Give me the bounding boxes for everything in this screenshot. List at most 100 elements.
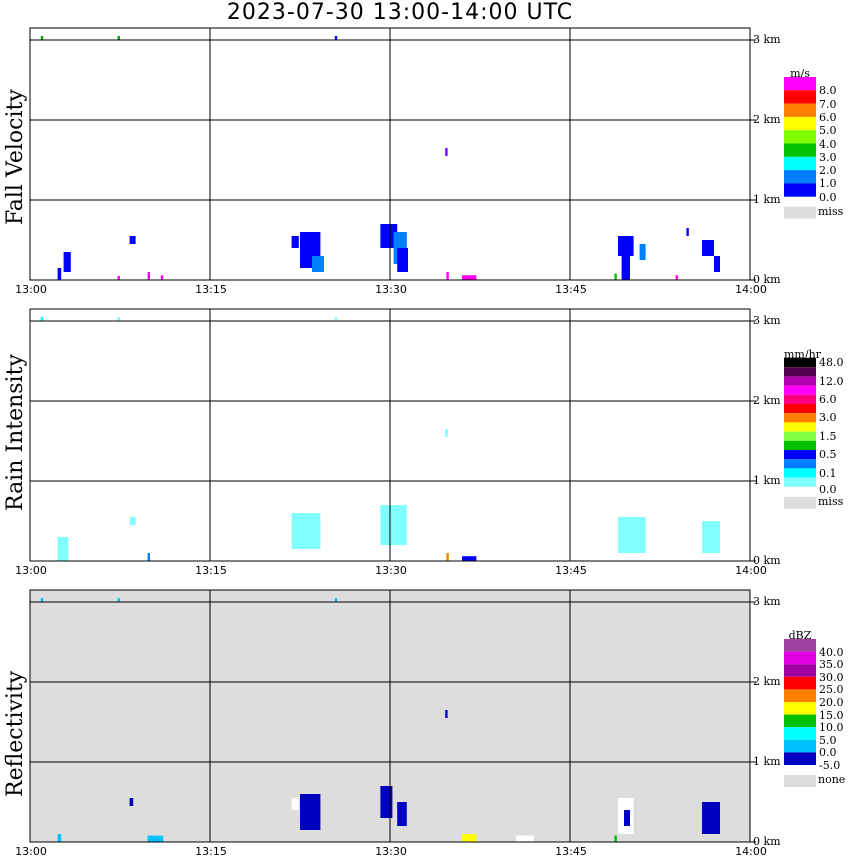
legend-swatch bbox=[784, 450, 816, 460]
legend-label: 7.0 bbox=[819, 97, 837, 111]
data-cell bbox=[714, 256, 720, 272]
data-cell bbox=[117, 276, 120, 280]
data-cell bbox=[380, 786, 393, 818]
legend-label: 5.0 bbox=[819, 124, 837, 138]
x-tick-label: 13:45 bbox=[555, 845, 587, 858]
data-cell bbox=[117, 317, 120, 321]
legend-swatch bbox=[784, 727, 816, 740]
legend-swatch bbox=[784, 358, 816, 368]
legend-swatch bbox=[784, 431, 816, 441]
data-cell bbox=[160, 275, 164, 280]
legend-label: 12.0 bbox=[819, 374, 844, 388]
legend-label: 2.0 bbox=[819, 164, 837, 178]
legend-label: -5.0 bbox=[819, 759, 841, 772]
data-cell bbox=[516, 835, 534, 842]
y-tick-label: 2 km bbox=[753, 675, 781, 688]
legend-swatch bbox=[784, 367, 816, 377]
y-tick-label: 0 km bbox=[753, 554, 781, 567]
legend-swatch bbox=[784, 702, 816, 715]
data-cell bbox=[380, 505, 407, 545]
data-cell bbox=[618, 236, 634, 256]
legend-swatch bbox=[784, 385, 816, 395]
legend-label: 0.1 bbox=[819, 466, 837, 480]
y-tick-label: 1 km bbox=[753, 755, 781, 768]
data-cell bbox=[291, 798, 299, 810]
x-tick-label: 13:45 bbox=[555, 564, 587, 577]
legend-label: 1.0 bbox=[819, 177, 837, 191]
legend-label: 6.0 bbox=[819, 393, 837, 406]
x-tick-label: 13:15 bbox=[195, 283, 227, 296]
legend-swatch bbox=[784, 714, 816, 728]
legend-label: 0.0 bbox=[819, 746, 837, 760]
data-cell bbox=[446, 272, 449, 280]
legend-label: 0.0 bbox=[819, 190, 837, 204]
data-cell bbox=[614, 273, 617, 280]
legend-label: 48.0 bbox=[819, 356, 844, 370]
data-cell bbox=[702, 521, 720, 553]
legend-swatch bbox=[784, 130, 816, 144]
data-cell bbox=[397, 802, 407, 826]
data-cell bbox=[117, 36, 120, 40]
legend-label: 0.0 bbox=[819, 482, 837, 496]
legend-missing-swatch bbox=[784, 496, 816, 509]
y-axis-label: Reflectivity bbox=[3, 670, 28, 797]
legend-label: 6.0 bbox=[819, 110, 837, 124]
data-cell bbox=[291, 236, 299, 248]
legend-missing-swatch bbox=[784, 775, 816, 787]
legend-missing-label: none bbox=[818, 773, 846, 786]
chart-title: 2023-07-30 13:00-14:00 UTC bbox=[226, 0, 574, 25]
data-cell bbox=[147, 272, 150, 280]
legend-label: 15.0 bbox=[819, 708, 844, 722]
data-cell bbox=[618, 517, 646, 553]
data-cell bbox=[462, 275, 477, 280]
data-cell bbox=[57, 268, 62, 280]
data-cell bbox=[63, 252, 71, 272]
legend-unit: mm/hr bbox=[784, 348, 821, 361]
data-cell bbox=[147, 835, 164, 842]
data-cell bbox=[624, 810, 630, 826]
data-cell bbox=[445, 148, 448, 156]
data-cell bbox=[614, 835, 617, 842]
x-tick-label: 13:00 bbox=[15, 845, 47, 858]
legend-label: 25.0 bbox=[819, 683, 844, 697]
legend-swatch bbox=[784, 404, 816, 414]
x-tick-label: 13:30 bbox=[375, 564, 407, 577]
x-tick-label: 13:15 bbox=[195, 845, 227, 858]
legend-label: 3.0 bbox=[819, 411, 837, 425]
legend-swatch bbox=[784, 394, 816, 404]
x-tick-label: 13:30 bbox=[375, 283, 407, 296]
x-tick-label: 13:45 bbox=[555, 283, 587, 296]
legend-swatch bbox=[784, 689, 816, 702]
data-cell bbox=[334, 598, 338, 602]
legend-swatch bbox=[784, 376, 816, 386]
plot-frame bbox=[29, 589, 751, 843]
y-tick-label: 3 km bbox=[753, 314, 781, 327]
data-cell bbox=[40, 598, 44, 602]
legend-swatch bbox=[784, 413, 816, 423]
plot-frame bbox=[29, 27, 751, 281]
legend-label: 3.0 bbox=[819, 150, 837, 164]
legend-label: 20.0 bbox=[819, 696, 844, 709]
legend-swatch bbox=[784, 156, 816, 171]
legend-swatch bbox=[784, 664, 816, 677]
data-cell bbox=[445, 710, 448, 718]
y-axis-label: Rain Intensity bbox=[3, 354, 28, 511]
data-cell bbox=[621, 256, 630, 280]
data-cell bbox=[117, 598, 120, 602]
data-cell bbox=[702, 240, 714, 256]
legend-swatch bbox=[784, 103, 816, 117]
legend-missing-label: miss bbox=[818, 494, 844, 508]
legend-label: 30.0 bbox=[819, 670, 844, 684]
legend-label: 5.0 bbox=[819, 733, 837, 747]
y-tick-label: 1 km bbox=[753, 474, 781, 487]
data-cell bbox=[702, 802, 720, 834]
y-tick-label: 0 km bbox=[753, 835, 781, 848]
legend-missing-label: miss bbox=[818, 204, 844, 218]
data-cell bbox=[40, 317, 44, 321]
x-tick-label: 13:00 bbox=[15, 283, 47, 296]
x-tick-label: 13:15 bbox=[195, 564, 227, 577]
legend-swatch bbox=[784, 143, 816, 157]
legend-label: 1.5 bbox=[819, 429, 837, 443]
legend-swatch bbox=[784, 468, 816, 478]
